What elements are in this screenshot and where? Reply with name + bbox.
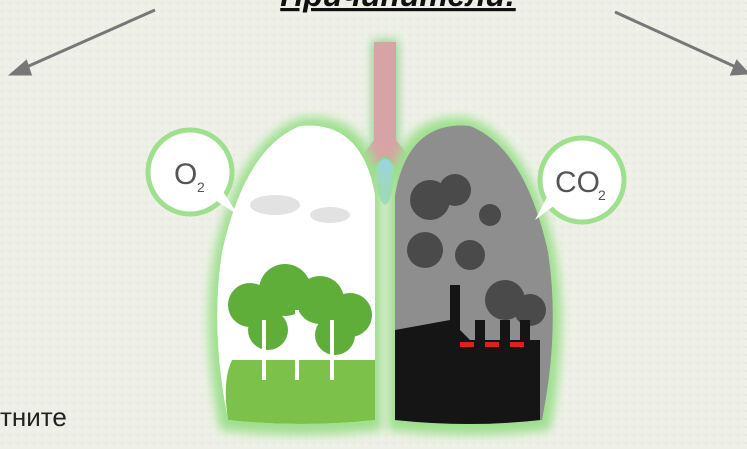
bubble-label: O <box>174 158 197 191</box>
slide: Причинители: O 2 CO 2 тните <box>0 0 747 449</box>
page: Причинители: O 2 CO 2 тните (() => { con… <box>0 0 747 449</box>
bubble-subscript: 2 <box>197 179 205 195</box>
bubble-label: CO <box>555 166 600 199</box>
body-text: тните <box>0 402 67 432</box>
slide-title: Причинители: <box>280 0 516 13</box>
bubble-subscript: 2 <box>598 187 606 203</box>
